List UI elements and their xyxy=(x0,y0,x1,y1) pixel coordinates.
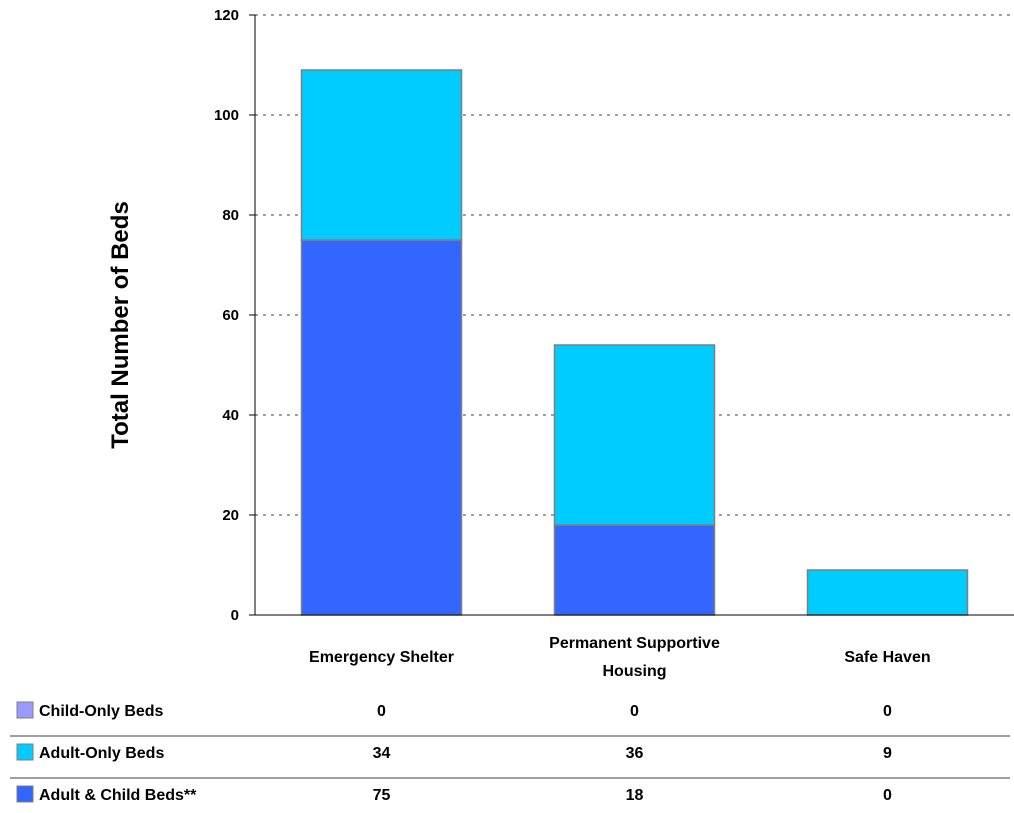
y-tick-label: 100 xyxy=(214,107,239,124)
table-row-label: Adult & Child Beds** xyxy=(39,787,197,804)
bar-segment-adult-only-beds xyxy=(300,69,463,241)
legend-swatch xyxy=(16,701,34,719)
gridlines xyxy=(255,14,1014,516)
y-tick-label: 40 xyxy=(222,407,239,424)
table-cell-value: 36 xyxy=(626,745,644,762)
table-row-label: Adult-Only Beds xyxy=(39,745,164,762)
data-table: Child-Only Beds 0 0 0 Adult-Only Beds 34 36 9 Ad… xyxy=(10,701,1010,804)
x-category-label: Emergency Shelter xyxy=(309,649,454,666)
table-cell-value: 0 xyxy=(377,703,386,720)
y-tick-label: 0 xyxy=(231,607,239,624)
x-category-label: Permanent Supportive Housing xyxy=(549,635,720,680)
y-tick-label: 60 xyxy=(222,307,239,324)
table-cell-value: 34 xyxy=(373,745,391,762)
table-cell-value: 0 xyxy=(630,703,639,720)
x-category-label: Safe Haven xyxy=(844,649,930,666)
table-cell-value: 0 xyxy=(883,703,892,720)
legend-swatch xyxy=(16,785,34,803)
bar-segment-adult-only-beds xyxy=(806,569,969,616)
y-axis-label: Total Number of Beds xyxy=(107,201,134,449)
y-tick-label: 120 xyxy=(214,7,239,24)
y-tick-label: 20 xyxy=(222,507,239,524)
bar-segment-adult-child-beds xyxy=(300,239,463,616)
bars xyxy=(300,69,969,616)
table-cell-value: 75 xyxy=(373,787,391,804)
table-row-label: Child-Only Beds xyxy=(39,703,164,720)
legend-swatch xyxy=(16,743,34,761)
table-cell-value: 18 xyxy=(626,787,644,804)
table-cell-value: 9 xyxy=(883,745,892,762)
bar-segment-adult-only-beds xyxy=(553,344,716,526)
y-tick-label: 80 xyxy=(222,207,239,224)
axes: 0 20 40 60 80 100 120 Emergency Shelter Permanen… xyxy=(214,7,1014,680)
table-cell-value: 0 xyxy=(883,787,892,804)
bar-segment-adult-child-beds xyxy=(553,524,716,616)
